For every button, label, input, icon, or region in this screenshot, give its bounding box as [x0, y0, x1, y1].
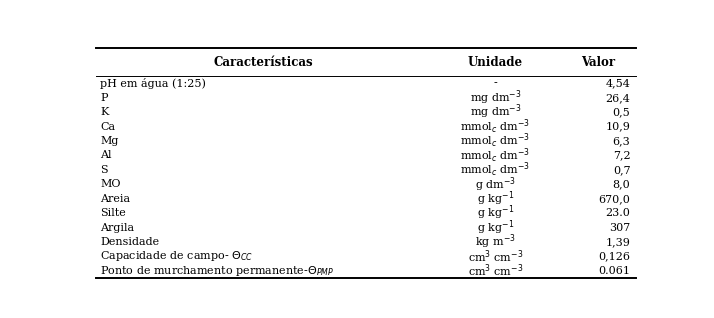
Text: Areia: Areia — [100, 194, 131, 204]
Text: Capacidade de campo- $\Theta_{CC}$: Capacidade de campo- $\Theta_{CC}$ — [100, 250, 253, 264]
Text: mg dm$^{-3}$: mg dm$^{-3}$ — [470, 103, 521, 121]
Text: -: - — [493, 78, 498, 88]
Text: 6,3: 6,3 — [613, 136, 630, 146]
Text: Valor: Valor — [581, 56, 615, 69]
Text: cm$^3$ cm$^{-3}$: cm$^3$ cm$^{-3}$ — [468, 248, 523, 265]
Text: 307: 307 — [609, 223, 630, 233]
Text: Características: Características — [213, 56, 313, 69]
Text: g kg$^{-1}$: g kg$^{-1}$ — [477, 204, 514, 223]
Text: 8,0: 8,0 — [613, 179, 630, 189]
Text: Unidade: Unidade — [468, 56, 523, 69]
Text: 1,39: 1,39 — [605, 237, 630, 247]
Text: Mg: Mg — [100, 136, 119, 146]
Text: K: K — [100, 107, 109, 117]
Text: Argila: Argila — [100, 223, 134, 233]
Text: S: S — [100, 165, 108, 175]
Text: mg dm$^{-3}$: mg dm$^{-3}$ — [470, 88, 521, 107]
Text: 23.0: 23.0 — [605, 208, 630, 218]
Text: MO: MO — [100, 179, 121, 189]
Text: 4,54: 4,54 — [605, 78, 630, 88]
Text: P: P — [100, 93, 108, 103]
Text: 0,126: 0,126 — [598, 252, 630, 261]
Text: 0,7: 0,7 — [613, 165, 630, 175]
Text: 10,9: 10,9 — [605, 121, 630, 132]
Text: Silte: Silte — [100, 208, 126, 218]
Text: cm$^3$ cm$^{-3}$: cm$^3$ cm$^{-3}$ — [468, 263, 523, 279]
Text: kg m$^{-3}$: kg m$^{-3}$ — [475, 233, 516, 251]
Text: 26,4: 26,4 — [605, 93, 630, 103]
Text: pH em água (1:25): pH em água (1:25) — [100, 78, 206, 89]
Text: 670,0: 670,0 — [598, 194, 630, 204]
Text: g dm$^{-3}$: g dm$^{-3}$ — [475, 175, 516, 194]
Text: Densidade: Densidade — [100, 237, 159, 247]
Text: Ponto de murchamento permanente-$\Theta_{PMP}$: Ponto de murchamento permanente-$\Theta_… — [100, 264, 335, 278]
Text: mmol$_c$ dm$^{-3}$: mmol$_c$ dm$^{-3}$ — [461, 146, 531, 165]
Text: mmol$_c$ dm$^{-3}$: mmol$_c$ dm$^{-3}$ — [461, 117, 531, 136]
Text: Al: Al — [100, 150, 112, 161]
Text: mmol$_c$ dm$^{-3}$: mmol$_c$ dm$^{-3}$ — [461, 132, 531, 150]
Text: mmol$_c$ dm$^{-3}$: mmol$_c$ dm$^{-3}$ — [461, 161, 531, 179]
Text: 0.061: 0.061 — [598, 266, 630, 276]
Text: g kg$^{-1}$: g kg$^{-1}$ — [477, 218, 514, 237]
Text: Ca: Ca — [100, 121, 116, 132]
Text: 7,2: 7,2 — [613, 150, 630, 161]
Text: 0,5: 0,5 — [613, 107, 630, 117]
Text: g kg$^{-1}$: g kg$^{-1}$ — [477, 190, 514, 208]
